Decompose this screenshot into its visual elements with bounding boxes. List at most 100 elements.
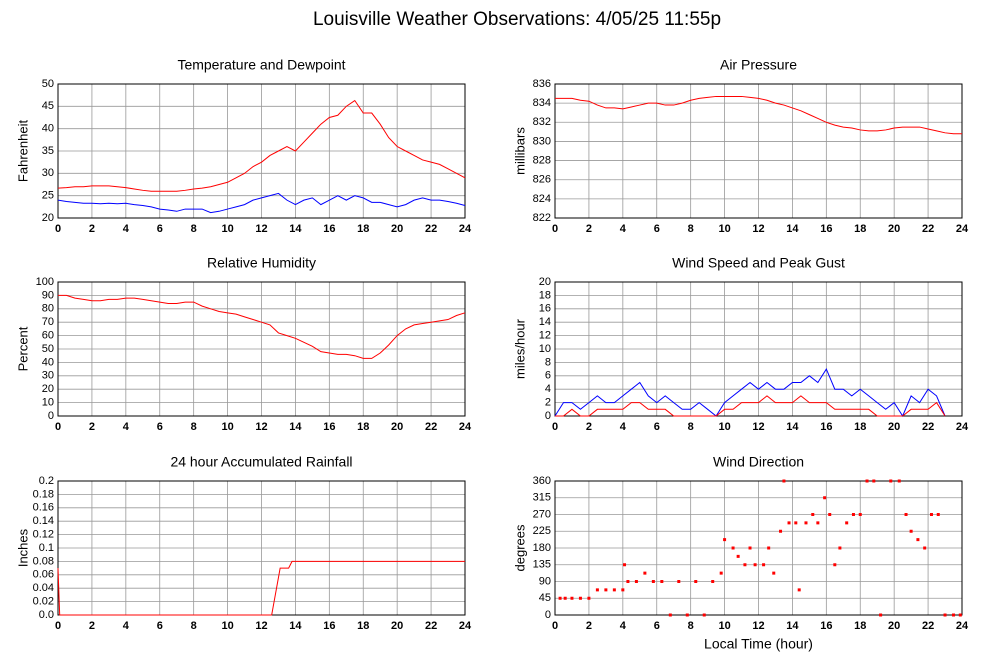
y-tick-label: 0.02: [33, 596, 54, 608]
data-point: [660, 580, 664, 583]
y-tick-label: 135: [533, 559, 551, 571]
y-tick-label: 45: [42, 100, 54, 112]
y-tick-label: 70: [42, 316, 54, 328]
data-point: [782, 479, 786, 483]
x-tick-label: 24: [956, 223, 969, 235]
data-point: [794, 521, 798, 525]
x-tick-label: 4: [620, 620, 627, 632]
y-axis-label: miles/hour: [512, 318, 527, 379]
x-tick-label: 4: [620, 223, 627, 235]
data-point: [677, 580, 681, 583]
y-tick-label: 180: [533, 542, 551, 554]
plot-border: [554, 480, 963, 616]
y-tick-label: 6: [545, 370, 551, 382]
x-tick-label: 0: [55, 223, 61, 235]
chart-title: Wind Direction: [713, 454, 804, 470]
data-point: [711, 580, 715, 583]
data-point: [767, 546, 771, 550]
data-point: [748, 546, 752, 550]
y-tick-label: 225: [533, 525, 551, 537]
data-point: [731, 546, 735, 550]
data-point: [952, 613, 956, 617]
y-tick-label: 16: [539, 303, 551, 315]
x-tick-label: 8: [688, 620, 694, 632]
data-point: [865, 479, 869, 483]
x-tick-label: 4: [123, 421, 130, 433]
x-tick-label: 22: [922, 223, 934, 235]
x-tick-label: 6: [654, 223, 660, 235]
y-tick-label: 0: [545, 410, 551, 422]
data-point: [668, 613, 672, 617]
y-axis-label: degrees: [512, 524, 527, 571]
x-tick-label: 14: [289, 620, 302, 632]
y-tick-label: 360: [533, 475, 551, 487]
y-axis-label: millibars: [512, 127, 527, 175]
x-tick-label: 14: [786, 620, 799, 632]
y-tick-label: 0.12: [33, 529, 54, 541]
x-tick-label: 8: [688, 223, 694, 235]
x-tick-label: 6: [157, 223, 163, 235]
data-point: [833, 563, 837, 567]
y-tick-label: 50: [42, 78, 54, 90]
x-tick-label: 6: [157, 620, 163, 632]
chart-title: Wind Speed and Peak Gust: [672, 255, 845, 271]
data-point: [621, 588, 625, 592]
data-point: [779, 529, 783, 533]
x-tick-label: 10: [221, 223, 233, 235]
y-tick-label: 822: [533, 212, 551, 224]
data-point: [904, 513, 908, 516]
x-tick-label: 16: [323, 421, 335, 433]
data-point: [923, 546, 927, 550]
y-tick-label: 828: [533, 154, 551, 166]
x-tick-label: 2: [586, 421, 592, 433]
y-tick-label: 10: [539, 343, 551, 355]
plot-border: [57, 281, 466, 417]
y-tick-label: 14: [539, 316, 551, 328]
y-axis-label: Percent: [15, 326, 30, 371]
data-point: [612, 588, 616, 592]
x-tick-label: 22: [922, 421, 934, 433]
data-point: [643, 571, 647, 575]
y-tick-label: 20: [539, 276, 551, 288]
data-point: [694, 580, 698, 583]
x-tick-label: 0: [552, 421, 558, 433]
x-tick-label: 6: [157, 421, 163, 433]
x-tick-label: 24: [459, 223, 472, 235]
data-point: [943, 613, 947, 617]
y-tick-label: 834: [533, 97, 551, 109]
data-point: [889, 479, 893, 483]
x-tick-label: 12: [255, 620, 267, 632]
x-tick-label: 2: [89, 421, 95, 433]
y-tick-label: 315: [533, 492, 551, 504]
x-tick-label: 18: [854, 620, 866, 632]
x-tick-label: 18: [357, 421, 369, 433]
x-tick-label: 20: [391, 223, 403, 235]
x-tick-label: 4: [123, 620, 130, 632]
y-tick-label: 8: [545, 356, 551, 368]
x-tick-label: 18: [357, 223, 369, 235]
x-tick-label: 0: [55, 620, 61, 632]
y-tick-label: 20: [42, 383, 54, 395]
y-tick-label: 4: [545, 383, 551, 395]
data-point: [823, 496, 827, 500]
y-tick-label: 0.04: [33, 582, 54, 594]
x-tick-label: 4: [123, 223, 130, 235]
y-tick-label: 0.0: [39, 609, 54, 621]
page-title: Louisville Weather Observations: 4/05/25…: [313, 9, 721, 30]
y-axis-label: Inches: [15, 528, 30, 567]
x-tick-label: 8: [688, 421, 694, 433]
x-tick-label: 16: [820, 620, 832, 632]
y-tick-label: 40: [42, 123, 54, 135]
chart-title: Air Pressure: [720, 57, 797, 73]
x-tick-label: 2: [89, 620, 95, 632]
data-point: [929, 513, 933, 516]
y-tick-label: 0.06: [33, 569, 54, 581]
y-tick-label: 100: [36, 276, 54, 288]
x-tick-label: 6: [654, 620, 660, 632]
data-point: [736, 554, 740, 558]
data-line: [555, 395, 946, 417]
x-tick-label: 14: [289, 421, 302, 433]
x-tick-label: 0: [55, 421, 61, 433]
x-tick-label: 10: [221, 421, 233, 433]
